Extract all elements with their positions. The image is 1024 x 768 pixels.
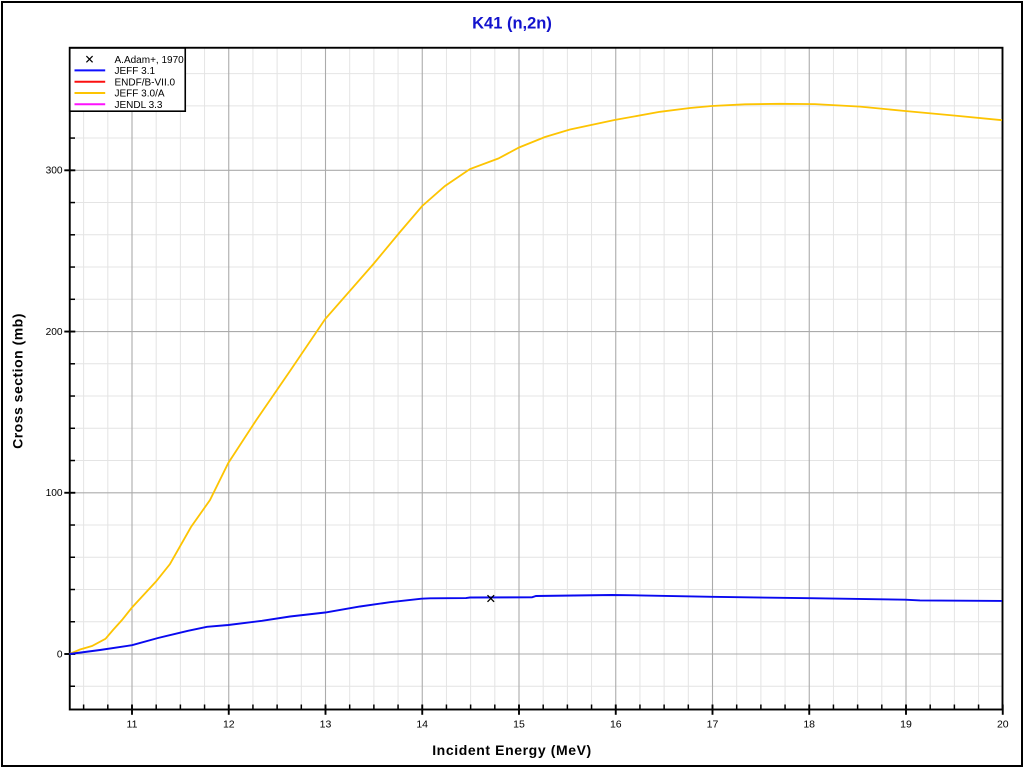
svg-text:18: 18 (803, 719, 815, 731)
svg-text:100: 100 (46, 488, 63, 499)
svg-text:200: 200 (46, 327, 63, 338)
svg-text:0: 0 (57, 649, 63, 660)
svg-text:19: 19 (900, 719, 912, 731)
svg-text:Cross section (mb): Cross section (mb) (10, 313, 26, 449)
svg-text:13: 13 (320, 719, 332, 731)
svg-text:JEFF 3.1: JEFF 3.1 (115, 66, 156, 77)
svg-text:20: 20 (997, 719, 1009, 731)
svg-text:11: 11 (127, 719, 138, 731)
svg-text:16: 16 (610, 719, 622, 731)
svg-text:JENDL 3.3: JENDL 3.3 (115, 100, 163, 111)
svg-text:14: 14 (416, 719, 428, 731)
svg-text:ENDF/B-VII.0: ENDF/B-VII.0 (115, 77, 176, 88)
svg-text:300: 300 (46, 166, 63, 177)
svg-text:15: 15 (513, 719, 525, 731)
svg-text:K41 (n,2n): K41 (n,2n) (472, 15, 552, 33)
svg-text:12: 12 (223, 719, 235, 731)
svg-text:17: 17 (707, 719, 719, 731)
svg-text:A.Adam+, 1970: A.Adam+, 1970 (115, 55, 185, 66)
svg-text:JEFF 3.0/A: JEFF 3.0/A (115, 89, 165, 100)
svg-text:Incident Energy (MeV): Incident Energy (MeV) (432, 742, 592, 758)
